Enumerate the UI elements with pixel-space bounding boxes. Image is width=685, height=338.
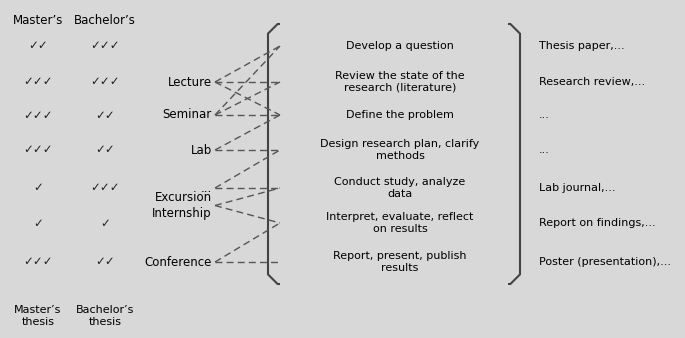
Text: Interpret, evaluate, reflect
on results: Interpret, evaluate, reflect on results (326, 212, 474, 234)
Text: Master’s: Master’s (13, 14, 63, 27)
Text: Master’s
thesis: Master’s thesis (14, 305, 62, 327)
Text: Lab journal,...: Lab journal,... (539, 183, 616, 193)
Text: ✓✓✓: ✓✓✓ (23, 256, 53, 268)
Text: Lecture: Lecture (168, 75, 212, 89)
Text: ...: ... (539, 110, 550, 120)
Text: Define the problem: Define the problem (346, 110, 454, 120)
Text: Seminar: Seminar (163, 108, 212, 121)
Text: Conduct study, analyze
data: Conduct study, analyze data (334, 177, 466, 199)
Text: Report on findings,...: Report on findings,... (539, 218, 656, 228)
Text: ✓: ✓ (33, 217, 43, 230)
Text: Develop a question: Develop a question (346, 41, 454, 51)
Text: Internship: Internship (152, 207, 212, 220)
Text: ✓✓✓: ✓✓✓ (90, 75, 120, 89)
Text: Review the state of the
research (literature): Review the state of the research (litera… (335, 71, 465, 93)
Text: Lab: Lab (190, 144, 212, 156)
Text: ...: ... (539, 145, 550, 155)
Text: ✓✓: ✓✓ (28, 40, 48, 52)
Text: ✓✓: ✓✓ (95, 144, 115, 156)
Text: Poster (presentation),...: Poster (presentation),... (539, 257, 671, 267)
Text: ✓: ✓ (33, 182, 43, 194)
Text: Excursion: Excursion (155, 191, 212, 204)
Text: Thesis paper,...: Thesis paper,... (539, 41, 625, 51)
Text: Design research plan, clarify
methods: Design research plan, clarify methods (321, 139, 480, 161)
Text: ✓✓: ✓✓ (95, 108, 115, 121)
Text: ✓✓✓: ✓✓✓ (90, 182, 120, 194)
Text: Conference: Conference (145, 256, 212, 268)
Text: ✓✓✓: ✓✓✓ (23, 144, 53, 156)
Text: Bachelor’s
thesis: Bachelor’s thesis (76, 305, 134, 327)
Text: ✓✓: ✓✓ (95, 256, 115, 268)
Text: Report, present, publish
results: Report, present, publish results (333, 251, 466, 273)
Text: Research review,...: Research review,... (539, 77, 645, 87)
Text: ✓✓✓: ✓✓✓ (23, 75, 53, 89)
Text: ✓✓✓: ✓✓✓ (23, 108, 53, 121)
Text: ...: ... (201, 182, 212, 194)
Text: ✓: ✓ (100, 217, 110, 230)
Text: Bachelor’s: Bachelor’s (74, 14, 136, 27)
Text: ✓✓✓: ✓✓✓ (90, 40, 120, 52)
